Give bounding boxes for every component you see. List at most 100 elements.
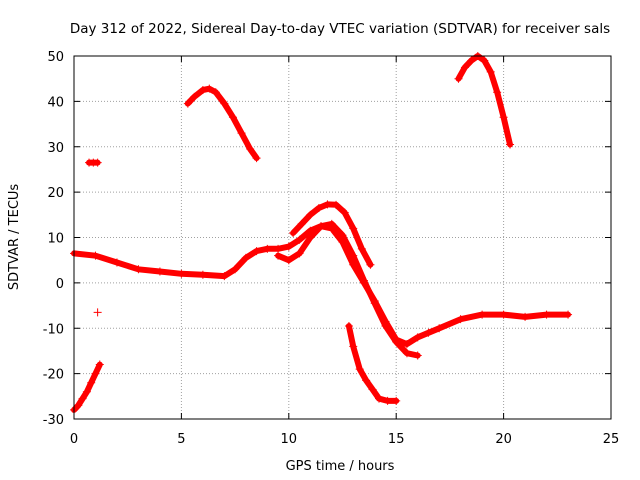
data-point (362, 376, 371, 385)
data-point (338, 231, 347, 240)
data-point (284, 242, 293, 251)
data-point (456, 315, 465, 324)
data-point (297, 219, 306, 228)
x-tick-label: 5 (177, 432, 185, 447)
data-point (134, 265, 143, 274)
data-point (359, 276, 368, 285)
y-tick-label: -20 (43, 368, 64, 383)
data-point (424, 328, 433, 337)
data-point (228, 113, 237, 122)
data-point (327, 219, 336, 228)
data-point (306, 210, 315, 219)
series-arc-3 (93, 308, 102, 317)
data-point (366, 260, 375, 269)
y-tick-label: -30 (43, 413, 64, 428)
data-point (252, 154, 261, 163)
data-point (402, 340, 411, 349)
data-point (93, 158, 102, 167)
data-point (349, 224, 358, 233)
data-point (177, 269, 186, 278)
x-axis-label: GPS time / hours (286, 459, 395, 474)
data-point (521, 312, 530, 321)
data-point (499, 113, 508, 122)
data-point (349, 251, 358, 260)
data-point (478, 310, 487, 319)
series-arc-2 (85, 158, 102, 167)
x-tick-label: 25 (603, 432, 620, 447)
data-point (274, 251, 283, 260)
data-point (289, 228, 298, 237)
x-tick-label: 15 (388, 432, 405, 447)
data-point (295, 235, 304, 244)
data-point (155, 267, 164, 276)
data-point (413, 351, 422, 360)
data-point (78, 394, 87, 403)
data-point (392, 337, 401, 346)
data-point (211, 88, 220, 97)
data-point (486, 67, 495, 76)
data-point (220, 272, 229, 281)
data-points (70, 52, 573, 414)
data-point (93, 308, 102, 317)
data-point (392, 396, 401, 405)
y-tick-label: 40 (47, 95, 64, 110)
data-point (355, 365, 364, 374)
ticks: 0 5 10 15 20 25 -30 -20 -10 0 10 20 30 40 50 (43, 50, 620, 447)
data-point (314, 204, 323, 213)
data-point (284, 256, 293, 265)
data-point (95, 360, 104, 369)
data-point (370, 299, 379, 308)
data-point (231, 265, 240, 274)
y-tick-label: 50 (47, 50, 64, 65)
series-arc-6 (183, 84, 261, 163)
data-point (198, 270, 207, 279)
data-point (246, 145, 255, 154)
data-point (323, 200, 332, 209)
data-point (460, 63, 469, 72)
data-point (82, 387, 91, 396)
y-tick-label: 20 (47, 186, 64, 201)
data-point (91, 251, 100, 260)
data-point (480, 56, 489, 65)
data-point (237, 129, 246, 138)
y-tick-label: 0 (56, 277, 64, 292)
data-point (332, 200, 341, 209)
data-point (402, 349, 411, 358)
data-point (220, 99, 229, 108)
data-point (183, 99, 192, 108)
data-point (87, 378, 96, 387)
data-point (274, 244, 283, 253)
series-line (290, 201, 374, 268)
data-point (112, 258, 121, 267)
data-point (317, 222, 326, 231)
data-point (205, 84, 214, 93)
series-arc-5 (274, 219, 422, 360)
data-point (383, 396, 392, 405)
series-arc-8 (344, 321, 401, 405)
data-point (263, 244, 272, 253)
x-tick-label: 20 (495, 432, 512, 447)
data-point (349, 342, 358, 351)
data-point (295, 249, 304, 258)
data-point (368, 385, 377, 394)
y-tick-label: -10 (43, 322, 64, 337)
data-point (198, 86, 207, 95)
data-point (499, 310, 508, 319)
data-point (340, 208, 349, 217)
data-point (506, 140, 515, 149)
data-point (454, 74, 463, 83)
y-tick-label: 10 (47, 232, 64, 247)
y-axis-label: SDTVAR / TECUs (7, 184, 22, 291)
data-point (413, 333, 422, 342)
data-point (241, 253, 250, 262)
data-point (375, 394, 384, 403)
x-tick-label: 0 (70, 432, 78, 447)
y-tick-label: 30 (47, 141, 64, 156)
data-point (190, 92, 199, 101)
data-point (564, 310, 573, 319)
data-point (357, 244, 366, 253)
series-line (275, 220, 421, 359)
data-point (344, 321, 353, 330)
